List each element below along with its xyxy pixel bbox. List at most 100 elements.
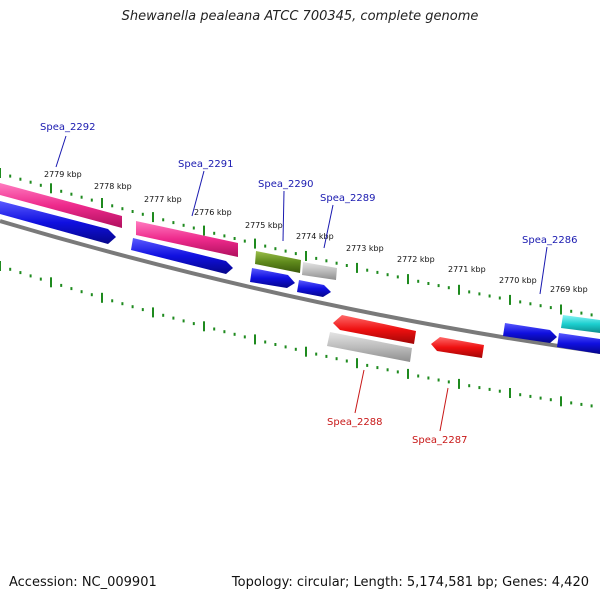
scale-major-tick [560,396,562,407]
scale-minor-tick [519,300,522,304]
scale-minor-tick [396,370,399,374]
scale-minor-tick [437,378,440,382]
label-leaders [55,135,548,432]
genome-title: Shewanella pealeana ATCC 700345, complet… [121,9,479,24]
gene-label[interactable]: Spea_2290 [258,179,313,190]
scale-minor-tick [19,177,22,181]
scale-major-tick [458,378,460,389]
scale-minor-tick [90,293,93,297]
scale-minor-tick [284,345,287,349]
scale-minor-tick [131,305,134,309]
gene-arrow-blue[interactable] [557,333,600,354]
gene-label[interactable]: Spea_2288 [327,417,382,428]
scale-minor-tick [19,271,22,275]
scale-major-tick [203,321,205,332]
scale-minor-tick [478,292,481,296]
scale-minor-tick [39,183,42,187]
gene-arrow-blue[interactable] [0,201,116,244]
gene-label[interactable]: Spea_2286 [522,235,577,246]
gene-label[interactable]: Spea_2287 [412,435,467,446]
scale-major-tick [152,212,154,223]
gene-arrow-blue[interactable] [131,238,233,274]
scale-minor-tick [417,374,420,378]
scale-minor-tick [172,221,175,225]
gene-arrow-gray[interactable] [327,332,412,362]
gene-arrow-gray[interactable] [302,262,337,280]
scale-minor-tick [60,283,63,287]
scale-major-tick [50,277,52,288]
scale-minor-tick [447,286,450,290]
tick-label: 2770 kbp [499,276,537,285]
gene-arrow-pink[interactable] [0,183,122,228]
scale-minor-tick [80,290,83,294]
scale-minor-tick [121,207,124,211]
scale-major-tick [101,198,103,208]
tick-label: 2775 kbp [245,221,283,230]
scale-minor-tick [121,302,124,306]
scale-minor-tick [498,389,501,393]
scale-minor-tick [243,335,246,339]
scale-minor-tick [192,226,195,230]
scale-minor-tick [294,347,297,351]
gene-arrow-red[interactable] [333,315,416,344]
scale-minor-tick [70,192,73,196]
scale-minor-tick [213,231,216,235]
scale-minor-tick [366,268,369,272]
scale-minor-tick [60,189,63,193]
scale-major-tick [50,183,52,194]
gene-arrow-red[interactable] [431,337,484,358]
scale-minor-tick [274,247,277,251]
scale-minor-tick [172,316,175,320]
gene-arrow-olive[interactable] [255,251,301,273]
scale-minor-tick [233,237,236,240]
scale-minor-tick [488,294,491,298]
scale-minor-tick [417,279,420,283]
tick-label: 2769 kbp [550,285,588,294]
scale-major-tick [254,238,256,249]
scale-minor-tick [529,394,532,398]
scale-minor-tick [488,387,491,391]
gene-label[interactable]: Spea_2292 [40,122,95,133]
scale-minor-tick [570,309,573,313]
scale-minor-tick [437,284,440,288]
gene-label[interactable]: Spea_2289 [320,193,375,204]
scale-minor-tick [539,396,542,400]
scale-minor-tick [284,249,287,253]
scale-ticks-lower [0,261,593,408]
scale-minor-tick [366,363,369,367]
scale-minor-tick [9,267,12,271]
scale-minor-tick [233,332,236,336]
scale-minor-tick [315,256,318,260]
scale-major-tick [305,346,307,357]
scale-minor-tick [274,343,277,346]
scale-major-tick [254,334,256,345]
scale-minor-tick [498,296,501,300]
scale-minor-tick [223,330,226,334]
scale-minor-tick [80,195,83,199]
scale-minor-tick [162,218,165,222]
gene-labels: Spea_2292 Spea_2291 Spea_2290 Spea_2289 … [40,122,577,446]
gene-arrow-blue[interactable] [503,323,557,343]
scale-labels: 2779 kbp 2778 kbp 2777 kbp 2776 kbp 2775… [44,170,588,294]
gene-arrow-blue[interactable] [297,280,331,297]
tick-label: 2774 kbp [296,232,334,241]
scale-minor-tick [386,273,389,277]
gene-arrow-cyan[interactable] [561,315,600,333]
scale-minor-tick [590,404,593,408]
scale-minor-tick [478,386,481,390]
scale-minor-tick [590,313,593,317]
scale-minor-tick [315,352,318,356]
scale-minor-tick [264,340,267,344]
scale-minor-tick [111,299,114,303]
scale-minor-tick [9,174,12,178]
gene-arrow-blue[interactable] [250,268,295,288]
gene-features-reverse [327,315,484,362]
tick-label: 2777 kbp [144,195,182,204]
scale-minor-tick [539,304,542,308]
scale-minor-tick [376,366,379,370]
scale-minor-tick [580,311,583,315]
scale-minor-tick [386,368,389,372]
gene-arrow-pink[interactable] [136,221,238,257]
scale-major-tick [356,262,358,273]
gene-label[interactable]: Spea_2291 [178,159,233,170]
